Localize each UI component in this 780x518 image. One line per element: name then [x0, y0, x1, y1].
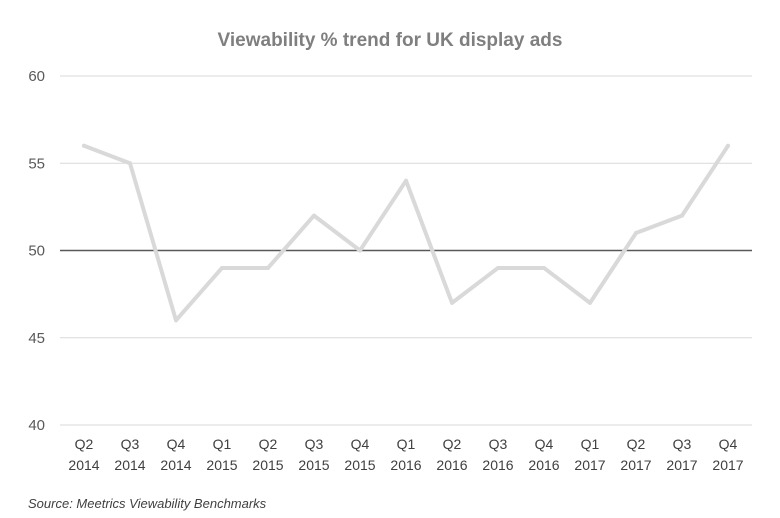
- x-tick-label: 2017: [712, 457, 743, 473]
- x-tick-label: Q3: [305, 436, 324, 452]
- source-note: Source: Meetrics Viewability Benchmarks: [28, 496, 267, 511]
- x-tick-label: Q3: [121, 436, 140, 452]
- x-tick-label: Q1: [397, 436, 416, 452]
- x-tick-label: Q4: [535, 436, 554, 452]
- x-tick-label: Q4: [719, 436, 738, 452]
- x-tick-label: 2014: [114, 457, 145, 473]
- gridlines: [60, 75, 752, 426]
- x-tick-label: Q2: [259, 436, 278, 452]
- data-point: [312, 213, 316, 218]
- data-point: [496, 265, 500, 270]
- x-tick-label: Q1: [213, 436, 232, 452]
- x-axis-ticks: Q2 2014 Q3 2014 Q4 2014 Q1 2015 Q2 2015 Q3 2015 Q4 20…: [68, 436, 743, 473]
- y-tick-label: 45: [28, 330, 45, 347]
- data-point: [542, 265, 546, 270]
- x-tick-label: Q4: [167, 436, 186, 452]
- x-tick-label: Q1: [581, 436, 600, 452]
- data-point: [358, 248, 362, 253]
- y-tick-label: 55: [28, 155, 45, 172]
- x-tick-label: Q2: [75, 436, 94, 452]
- x-tick-label: 2015: [344, 457, 375, 473]
- x-tick-label: 2015: [298, 457, 329, 473]
- data-point: [634, 231, 638, 236]
- x-tick-label: 2014: [68, 457, 99, 473]
- x-tick-label: 2014: [160, 457, 191, 473]
- y-tick-label: 50: [28, 243, 45, 260]
- x-tick-label: 2017: [574, 457, 605, 473]
- series-layer: [82, 143, 730, 323]
- x-tick-label: 2015: [252, 457, 283, 473]
- data-point: [404, 178, 408, 183]
- y-tick-label: 60: [28, 68, 45, 85]
- data-point: [82, 143, 86, 148]
- x-tick-label: Q2: [627, 436, 646, 452]
- data-point: [680, 213, 684, 218]
- x-tick-label: 2017: [666, 457, 697, 473]
- x-tick-label: Q3: [673, 436, 692, 452]
- x-tick-label: 2015: [206, 457, 237, 473]
- data-point: [450, 300, 454, 305]
- x-tick-label: Q2: [443, 436, 462, 452]
- x-tick-label: 2017: [620, 457, 651, 473]
- data-point: [128, 161, 132, 166]
- series-line: [82, 143, 730, 323]
- x-tick-label: Q4: [351, 436, 370, 452]
- chart-title: Viewability % trend for UK display ads: [217, 30, 563, 51]
- data-point: [726, 143, 730, 148]
- x-tick-label: 2016: [528, 457, 559, 473]
- x-tick-label: 2016: [390, 457, 421, 473]
- data-point: [220, 265, 224, 270]
- y-axis-ticks: 40 45 50 55 60: [28, 68, 45, 434]
- x-tick-label: 2016: [482, 457, 513, 473]
- x-tick-label: 2016: [436, 457, 467, 473]
- data-point: [266, 265, 270, 270]
- data-point: [174, 318, 178, 323]
- x-tick-label: Q3: [489, 436, 508, 452]
- y-tick-label: 40: [28, 417, 45, 434]
- data-point: [588, 300, 592, 305]
